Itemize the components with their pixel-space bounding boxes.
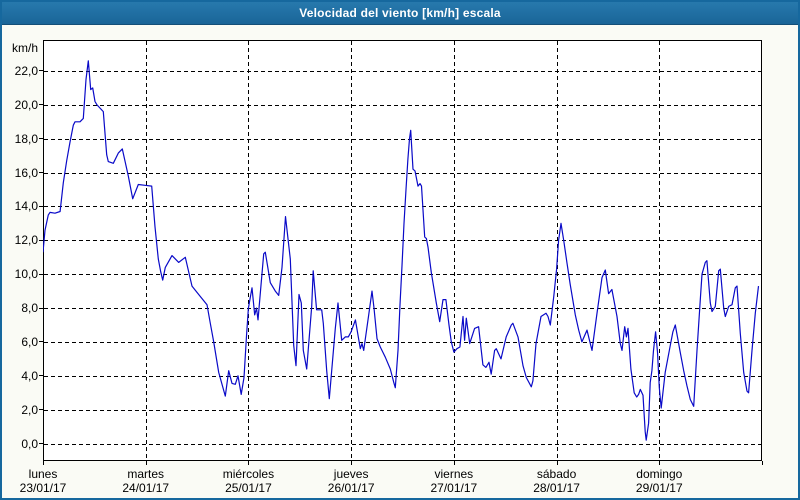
wind-speed-chart bbox=[43, 40, 762, 461]
x-day-label: jueves bbox=[333, 467, 369, 481]
x-axis-tick bbox=[557, 461, 558, 465]
y-tick-label: 2,0 bbox=[21, 402, 38, 417]
y-tick-label: 14,0 bbox=[14, 199, 38, 214]
y-axis-unit-label: km/h bbox=[11, 41, 38, 55]
y-tick-label: 10,0 bbox=[14, 267, 38, 282]
y-axis-tick bbox=[39, 205, 43, 207]
x-date-label: 24/01/17 bbox=[122, 481, 170, 495]
x-axis-tick bbox=[248, 461, 249, 465]
y-tick-label: 8,0 bbox=[21, 301, 38, 316]
y-tick-label: 22,0 bbox=[14, 63, 38, 78]
x-axis-tick bbox=[659, 461, 660, 465]
y-axis-tick bbox=[39, 307, 43, 309]
y-axis-tick bbox=[39, 138, 43, 140]
x-axis-tick bbox=[762, 461, 763, 465]
x-date-label: 27/01/17 bbox=[430, 481, 478, 495]
x-axis-tick bbox=[454, 461, 455, 465]
title-bar: Velocidad del viento [km/h] escala bbox=[2, 2, 798, 25]
x-date-label: 25/01/17 bbox=[225, 481, 272, 495]
y-axis-tick bbox=[39, 273, 43, 275]
window-title: Velocidad del viento [km/h] escala bbox=[299, 6, 501, 20]
y-axis-tick bbox=[39, 70, 43, 72]
y-axis-tick bbox=[39, 443, 43, 445]
x-date-label: 29/01/17 bbox=[635, 481, 683, 495]
x-axis-tick bbox=[146, 461, 147, 465]
y-tick-label: 20,0 bbox=[14, 97, 38, 112]
y-axis-tick bbox=[39, 104, 43, 106]
y-axis-tick bbox=[39, 239, 43, 241]
y-axis-tick bbox=[39, 409, 43, 411]
x-day-label: miércoles bbox=[222, 467, 275, 481]
y-tick-label: 18,0 bbox=[14, 131, 38, 146]
y-tick-label: 4,0 bbox=[21, 368, 38, 383]
x-day-label: sábado bbox=[536, 467, 577, 481]
y-axis-tick bbox=[39, 375, 43, 377]
x-day-label: domingo bbox=[636, 467, 683, 481]
y-tick-label: 12,0 bbox=[14, 233, 38, 248]
y-tick-label: 6,0 bbox=[21, 334, 38, 349]
x-day-label: viernes bbox=[434, 467, 474, 481]
y-tick-label: 0,0 bbox=[21, 436, 38, 451]
x-axis-tick bbox=[43, 461, 44, 465]
x-date-label: 28/01/17 bbox=[533, 481, 580, 495]
y-axis-tick bbox=[39, 172, 43, 174]
x-date-label: 26/01/17 bbox=[327, 481, 375, 495]
y-axis-tick bbox=[39, 341, 43, 343]
x-day-label: lunes bbox=[28, 467, 58, 481]
x-day-label: martes bbox=[127, 467, 165, 481]
wind-speed-line bbox=[43, 60, 760, 441]
x-date-label: 23/01/17 bbox=[19, 481, 67, 495]
y-tick-label: 16,0 bbox=[14, 165, 38, 180]
x-axis-tick bbox=[351, 461, 352, 465]
